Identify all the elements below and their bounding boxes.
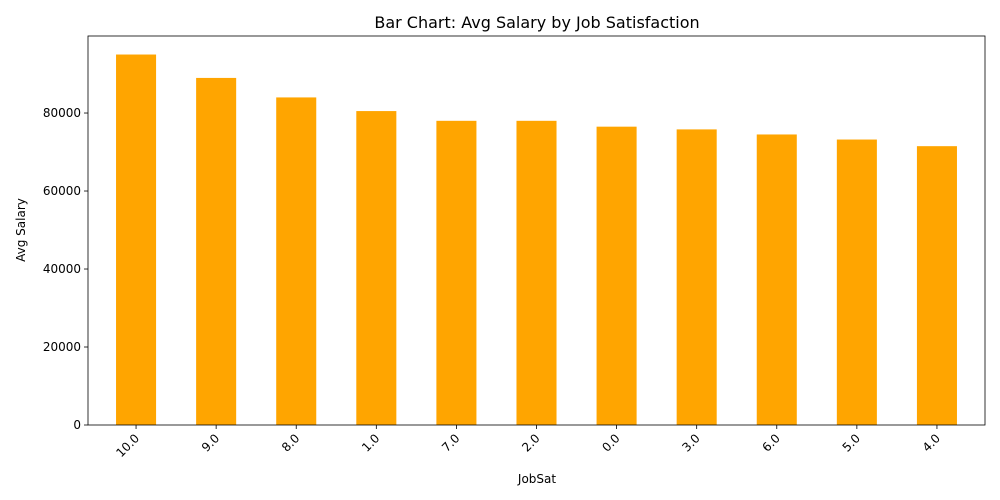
bar-7.0: [436, 120, 477, 425]
bar-10.0: [116, 54, 157, 426]
y-tick-label-20000: 20000: [43, 340, 81, 354]
y-tick-label-40000: 40000: [43, 262, 81, 276]
bar-4.0: [916, 146, 957, 426]
bar-3.0: [676, 129, 717, 426]
x-tick-label-4.0: 4.0: [920, 431, 943, 454]
x-tick-label-8.0: 8.0: [279, 431, 302, 454]
x-tick-label-6.0: 6.0: [759, 431, 782, 454]
x-tick-label-1.0: 1.0: [359, 431, 382, 454]
x-axis: 10.0 9.0 8.0 1.0 7.0 2.0 0.0 3.0 6.0 5.0 4.0: [113, 425, 943, 460]
bar-6.0: [756, 134, 797, 425]
bar-9.0: [196, 77, 237, 425]
x-tick-label-7.0: 7.0: [439, 431, 462, 454]
bar-0.0: [596, 126, 637, 425]
x-tick-label-9.0: 9.0: [199, 431, 222, 454]
y-axis-label: Avg Salary: [14, 198, 28, 262]
x-axis-label: JobSat: [517, 472, 556, 486]
y-tick-label-0: 0: [73, 418, 81, 432]
x-tick-label-3.0: 3.0: [679, 431, 702, 454]
bar-1.0: [356, 111, 397, 425]
y-axis: 0 20000 40000 60000 80000: [43, 106, 88, 432]
x-tick-label-0.0: 0.0: [599, 431, 622, 454]
bar-2.0: [516, 120, 557, 425]
y-tick-label-60000: 60000: [43, 184, 81, 198]
chart-title: Bar Chart: Avg Salary by Job Satisfactio…: [374, 13, 699, 32]
bar-8.0: [276, 97, 317, 425]
bars-group: [116, 54, 957, 426]
y-tick-label-80000: 80000: [43, 106, 81, 120]
x-tick-label-2.0: 2.0: [519, 431, 542, 454]
bar-5.0: [836, 139, 877, 426]
x-tick-label-10.0: 10.0: [113, 431, 142, 460]
x-tick-label-5.0: 5.0: [840, 431, 863, 454]
